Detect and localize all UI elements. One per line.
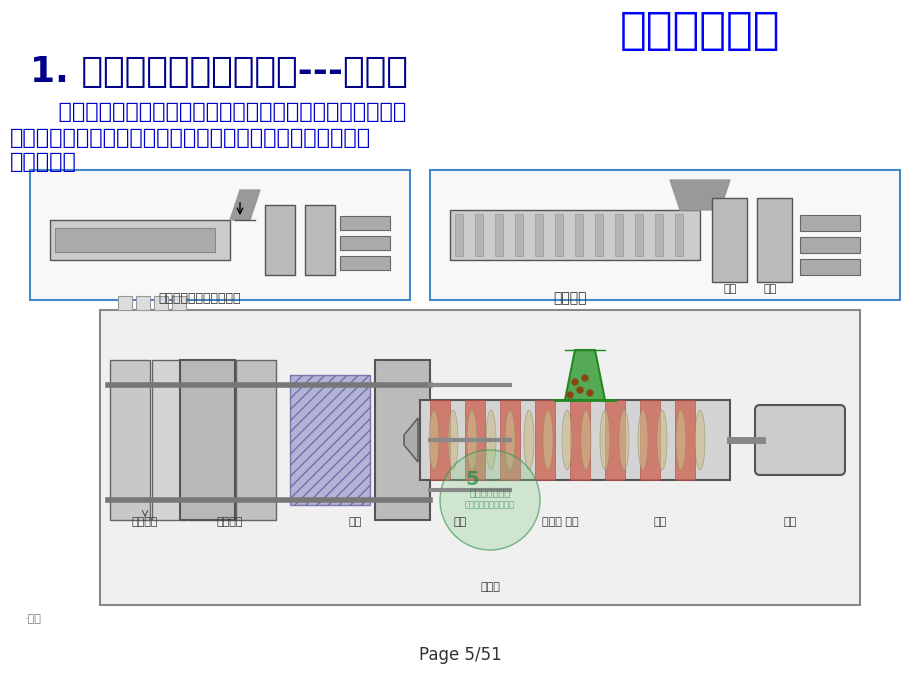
Text: Page 5/51: Page 5/51 (418, 646, 501, 664)
Bar (340, 256, 390, 270)
Text: 注射裝置: 注射裝置 (552, 291, 586, 305)
Text: 1. 注塑成型（射出成型）---原理圖: 1. 注塑成型（射出成型）---原理圖 (30, 55, 407, 89)
Bar (675, 400, 694, 480)
Text: ·模具: ·模具 (25, 614, 42, 624)
Bar (535, 400, 554, 480)
Bar (305, 205, 335, 275)
Bar (340, 236, 390, 250)
Ellipse shape (618, 410, 629, 470)
Bar (574, 214, 583, 256)
Circle shape (586, 390, 593, 396)
Bar (100, 310, 859, 605)
Ellipse shape (562, 410, 572, 470)
Bar (265, 205, 295, 275)
Bar (172, 296, 186, 310)
Bar (429, 400, 449, 480)
Ellipse shape (505, 410, 515, 470)
Text: 加熱器 螺杆: 加熱器 螺杆 (541, 517, 578, 527)
Bar (605, 400, 624, 480)
Circle shape (566, 392, 573, 398)
Polygon shape (669, 180, 729, 210)
Bar (570, 400, 589, 480)
Circle shape (572, 379, 577, 385)
Bar (30, 170, 410, 300)
Bar (455, 214, 462, 256)
Text: 定模: 定模 (763, 284, 776, 294)
Bar (756, 198, 791, 282)
Ellipse shape (656, 410, 666, 470)
Bar (118, 296, 131, 310)
Bar (340, 216, 390, 230)
Bar (654, 214, 663, 256)
Bar (153, 296, 168, 310)
Bar (136, 296, 150, 310)
Bar (554, 214, 562, 256)
Bar (55, 228, 215, 252)
Bar (449, 210, 699, 260)
Ellipse shape (694, 410, 704, 470)
Bar (188, 360, 233, 520)
Ellipse shape (675, 410, 686, 470)
Text: 動模: 動模 (722, 284, 736, 294)
Bar (474, 214, 482, 256)
Text: 料斗: 料斗 (652, 517, 666, 527)
Circle shape (439, 450, 539, 550)
Text: 不僅用於熱塑性塑料的成型，而且已經成功地就應用於熱固性: 不僅用於熱塑性塑料的成型，而且已經成功地就應用於熱固性 (10, 128, 370, 148)
Bar (711, 198, 746, 282)
Bar (634, 214, 642, 256)
Bar (289, 375, 369, 505)
FancyBboxPatch shape (754, 405, 844, 475)
Text: 止逆環: 止逆環 (480, 582, 499, 592)
Text: 直角接套: 直角接套 (131, 517, 158, 527)
Bar (640, 400, 659, 480)
Ellipse shape (581, 410, 590, 470)
Bar (499, 400, 519, 480)
Bar (800, 215, 859, 231)
Text: 马达: 马达 (782, 517, 796, 527)
Bar (429, 170, 899, 300)
Ellipse shape (542, 410, 552, 470)
Text: 注射成型是熱塑性塑料制品生產的一種重要方法。注射模塑: 注射成型是熱塑性塑料制品生產的一種重要方法。注射模塑 (30, 102, 406, 122)
Ellipse shape (467, 410, 476, 470)
Bar (110, 360, 150, 520)
Text: 塑料行业网站第一品牌: 塑料行业网站第一品牌 (464, 500, 515, 509)
Ellipse shape (448, 410, 458, 470)
Bar (595, 214, 602, 256)
Bar (614, 214, 622, 256)
Text: 塑料的成型: 塑料的成型 (10, 152, 77, 172)
Bar (464, 400, 484, 480)
Ellipse shape (599, 410, 609, 470)
Bar (50, 220, 230, 260)
Ellipse shape (485, 410, 495, 470)
Bar (375, 360, 429, 520)
Text: 脫模機構: 脫模機構 (217, 517, 243, 527)
Ellipse shape (524, 410, 533, 470)
Text: 机筒: 机筒 (453, 517, 466, 527)
Bar (236, 360, 276, 520)
Text: 合模出置（连杆式）模具: 合模出置（连杆式）模具 (159, 292, 241, 305)
Bar (535, 214, 542, 256)
Circle shape (576, 387, 583, 393)
Polygon shape (564, 350, 605, 400)
Polygon shape (230, 190, 260, 220)
Text: 中国塑料行业网: 中国塑料行业网 (469, 487, 510, 497)
Bar (420, 400, 729, 480)
Bar (494, 214, 503, 256)
Ellipse shape (428, 410, 438, 470)
Bar (800, 259, 859, 275)
Circle shape (582, 375, 587, 381)
Polygon shape (403, 418, 417, 462)
Bar (675, 214, 682, 256)
Text: 5: 5 (465, 470, 478, 489)
Bar (152, 360, 187, 520)
Text: 塑膠模具分類: 塑膠模具分類 (619, 8, 779, 52)
Ellipse shape (637, 410, 647, 470)
Text: 拉杆: 拉杆 (348, 517, 361, 527)
Bar (180, 360, 234, 520)
Bar (515, 214, 522, 256)
Bar (800, 237, 859, 253)
